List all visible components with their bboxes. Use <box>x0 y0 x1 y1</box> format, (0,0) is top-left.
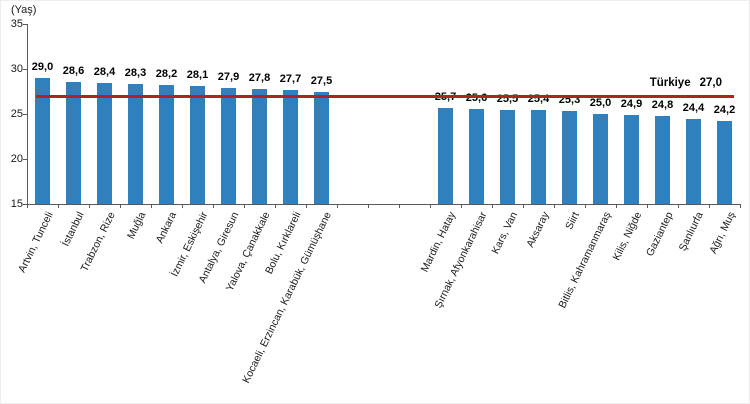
bar-value-label: 27,8 <box>248 71 271 84</box>
y-tick-label: 15 <box>10 198 23 210</box>
x-axis-tick <box>616 205 617 208</box>
x-axis-tick <box>58 205 59 208</box>
x-axis-tick <box>120 205 121 208</box>
y-axis-line <box>27 24 28 205</box>
y-axis-tick <box>23 204 27 205</box>
x-axis-tick <box>523 205 524 208</box>
y-axis-tick <box>23 114 27 115</box>
reference-line-name: Türkiye <box>649 77 691 89</box>
category-label: İstanbul <box>59 210 87 249</box>
x-axis-tick <box>585 205 586 208</box>
x-axis-tick <box>709 205 710 208</box>
bar-value-label: 24,2 <box>713 104 736 117</box>
bar <box>562 111 577 204</box>
x-axis-tick <box>399 205 400 208</box>
x-axis-tick <box>647 205 648 208</box>
bar <box>500 109 515 204</box>
category-label: Kars, Van <box>489 210 521 257</box>
x-axis-tick <box>244 205 245 208</box>
bar <box>283 89 298 204</box>
bar-value-label: 27,5 <box>310 74 333 87</box>
bar-value-label: 28,1 <box>186 69 209 82</box>
bar <box>66 81 81 204</box>
y-tick-label: 20 <box>10 153 23 165</box>
category-label: Artvin, Tunceli <box>15 210 56 275</box>
bar-value-label: 27,7 <box>279 72 302 85</box>
y-axis-tick <box>23 69 27 70</box>
bar <box>190 86 205 204</box>
y-tick-label: 25 <box>10 108 23 120</box>
bar-value-label: 24,9 <box>620 97 643 110</box>
x-axis-tick <box>275 205 276 208</box>
y-axis-tick <box>23 159 27 160</box>
bar-value-label: 28,3 <box>124 67 147 80</box>
bar <box>128 84 143 204</box>
bar <box>97 83 112 204</box>
category-label: Ankara <box>153 210 180 246</box>
x-axis-tick <box>492 205 493 208</box>
x-axis-line <box>27 204 741 205</box>
bar-value-label: 25,0 <box>589 97 612 109</box>
x-axis-tick <box>306 205 307 208</box>
x-axis-tick <box>213 205 214 208</box>
bar <box>655 115 670 204</box>
bar-value-label: 28,4 <box>93 66 116 79</box>
category-label: Kilis, Niğde <box>610 210 645 263</box>
bar-value-label: 28,2 <box>155 68 178 81</box>
x-axis-tick <box>89 205 90 208</box>
x-axis-tick <box>337 205 338 208</box>
bar <box>717 121 732 204</box>
x-axis-tick <box>554 205 555 208</box>
category-label: Siirt <box>563 210 583 232</box>
bar <box>252 88 267 204</box>
category-label: Ağrı, Muş <box>706 210 738 256</box>
bar <box>159 85 174 204</box>
category-label: Aksaray <box>523 210 552 250</box>
bar <box>314 91 329 204</box>
bar-value-label: 28,6 <box>62 64 85 77</box>
bar <box>469 108 484 204</box>
y-axis-tick <box>23 24 27 25</box>
x-axis-tick <box>430 205 431 208</box>
bar <box>438 107 453 204</box>
category-label: Muğla <box>124 210 149 241</box>
x-axis-tick <box>27 205 28 208</box>
bar <box>686 119 701 204</box>
bar <box>35 78 50 204</box>
x-axis-tick <box>740 205 741 208</box>
reference-line-value: 27,0 <box>699 77 722 89</box>
x-axis-tick <box>461 205 462 208</box>
x-axis-tick <box>151 205 152 208</box>
bar-value-label: 24,4 <box>682 102 705 115</box>
category-label: Şanlıurfa <box>677 210 707 254</box>
bar-value-label: 24,8 <box>651 98 674 111</box>
bar-value-label: 29,0 <box>31 61 54 73</box>
y-axis-unit-label: (Yaş) <box>11 4 37 16</box>
x-axis-tick <box>678 205 679 208</box>
turkiye-reference-line <box>36 95 734 98</box>
x-axis-tick <box>368 205 369 208</box>
bar <box>593 114 608 204</box>
bar <box>531 110 546 204</box>
x-axis-tick <box>182 205 183 208</box>
bar <box>221 87 236 204</box>
reference-line-label: Türkiye 27,0 <box>650 77 722 89</box>
bar <box>624 114 639 204</box>
category-label: Gaziantep <box>643 210 676 259</box>
y-tick-label: 35 <box>10 18 23 30</box>
bar-value-label: 27,9 <box>217 70 240 83</box>
y-tick-label: 30 <box>10 63 23 75</box>
